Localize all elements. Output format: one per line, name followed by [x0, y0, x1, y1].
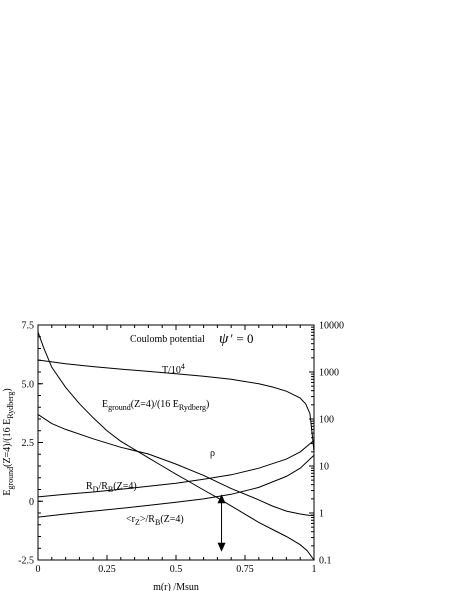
annotations: Coulomb potential ψ ′ = 0 T/104 Eground(Z… — [86, 331, 254, 527]
arrow-head-down — [217, 542, 226, 552]
x-tick-label: 0.5 — [170, 564, 183, 575]
series-line-rho — [37, 413, 315, 517]
series-label-E: Eground(Z=4)/(16 ERydberg) — [102, 399, 209, 412]
y-left-tick-label: -2.5 — [18, 556, 34, 567]
series-label-rz: <rZ>/RB(Z=4) — [126, 514, 184, 527]
y-right-tick-label: 1 — [319, 509, 324, 520]
y-right-tick-label: 1000 — [319, 368, 339, 379]
y-right-tick-label: 10 — [319, 462, 329, 473]
x-axis-label: m(r) /Msun — [153, 582, 199, 591]
series-label-T: T/104 — [162, 362, 185, 376]
x-tick-label: 0 — [36, 564, 41, 575]
y-right-tick-label: 100 — [319, 415, 334, 426]
y-left-tick-label: 7.5 — [22, 321, 35, 332]
y-axis-label-left: Eground(Z=4)/(16 ERydberg) — [2, 388, 15, 495]
potential-label: Coulomb potential — [130, 334, 205, 345]
y-left-tick-label: 0 — [29, 497, 34, 508]
y-right-tick-label: 0.1 — [319, 556, 332, 567]
psi-label: ψ ′ = 0 — [219, 331, 254, 347]
y-left-tick-label: 5.0 — [22, 379, 35, 390]
series-line-rz — [37, 454, 315, 518]
x-tick-label: 0.25 — [98, 564, 116, 575]
series-label-RD: RD/RB(Z=4) — [86, 481, 137, 494]
x-tick-label: 1 — [312, 564, 317, 575]
y-right-tick-label: 10000 — [319, 321, 344, 332]
arrow-head-up — [217, 494, 226, 504]
curves — [37, 331, 315, 561]
axis-ticks: 0 0.25 0.5 0.75 1-2.502.55.07.50.11101001000… — [18, 321, 344, 576]
y-left-tick-label: 2.5 — [22, 438, 35, 449]
series-line-T — [37, 359, 315, 452]
series-label-rho: ρ — [210, 448, 215, 459]
series-line-E — [37, 331, 315, 561]
x-tick-label: 0.75 — [236, 564, 254, 575]
series-line-RD — [37, 440, 315, 498]
